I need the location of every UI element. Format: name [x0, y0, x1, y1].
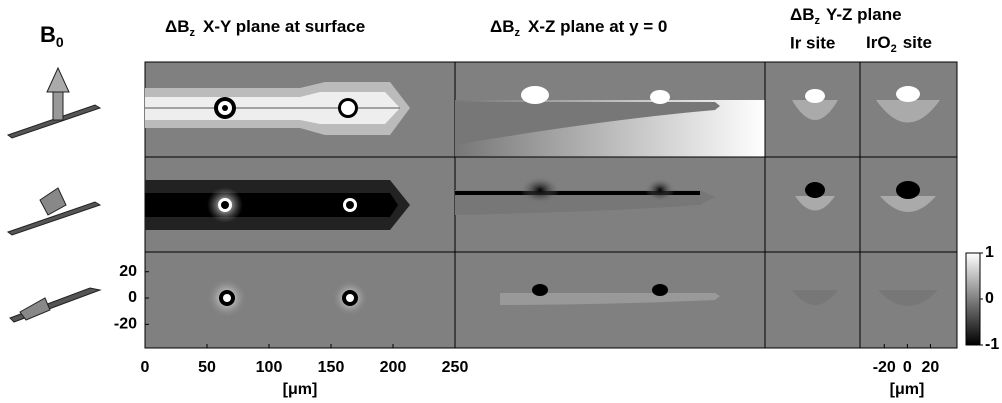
y-tick-label: -20 — [114, 316, 137, 333]
y-tick-label: 0 — [128, 289, 137, 306]
header-text: X-Z plane at y = 0 — [528, 17, 667, 36]
column-sub: 2 — [891, 43, 897, 55]
header-prefix: ΔB — [165, 17, 190, 36]
colorbar-tick-label: 0 — [985, 290, 994, 307]
colorbar-tick-label: -1 — [985, 336, 999, 353]
column-main: IrO — [866, 33, 891, 52]
header-sub: z — [515, 27, 521, 39]
x-tick-label: 200 — [380, 359, 407, 376]
x-tick-label: 50 — [198, 359, 216, 376]
y-tick-label: 20 — [119, 263, 137, 280]
b0-label: B0 — [40, 22, 64, 50]
header: ΔBz X-Y plane at surface — [165, 17, 365, 38]
yz-panels — [764, 61, 958, 349]
x-tick-label: 100 — [256, 359, 283, 376]
x-axis-label: [μm] — [283, 381, 318, 398]
b0-sub: 0 — [56, 34, 64, 50]
header-text: X-Y plane at surface — [203, 17, 365, 36]
colorbar — [965, 252, 981, 346]
x-axis-label: [μm] — [890, 381, 925, 398]
header-prefix: ΔB — [490, 17, 515, 36]
column-label: IrO2 site — [866, 33, 932, 54]
xz-panel — [454, 61, 766, 349]
colorbar-tick-label: 1 — [985, 244, 994, 261]
x-tick-label: 0 — [903, 359, 912, 376]
x-tick-label: 0 — [141, 359, 150, 376]
header-prefix: ΔB — [790, 5, 815, 24]
header-sub: z — [815, 15, 821, 27]
ticks: 0 50 100 150 200 250[μm]200-20-20 0 20[μm]10-1 — [114, 244, 999, 398]
column-rest: site — [903, 33, 932, 52]
header: ΔBz Y-Z plane — [790, 5, 902, 26]
header-sub: z — [190, 27, 196, 39]
header: ΔBz X-Z plane at y = 0 — [490, 17, 667, 38]
x-tick-label: 250 — [442, 359, 469, 376]
column-label: Ir site — [790, 33, 835, 52]
probe-icons — [6, 66, 102, 323]
b0-main: B — [40, 22, 56, 47]
x-tick-label: 20 — [922, 359, 940, 376]
xy-panel — [144, 61, 456, 349]
x-tick-label: -20 — [873, 359, 896, 376]
header-text: Y-Z plane — [826, 5, 902, 24]
x-tick-label: 150 — [318, 359, 345, 376]
